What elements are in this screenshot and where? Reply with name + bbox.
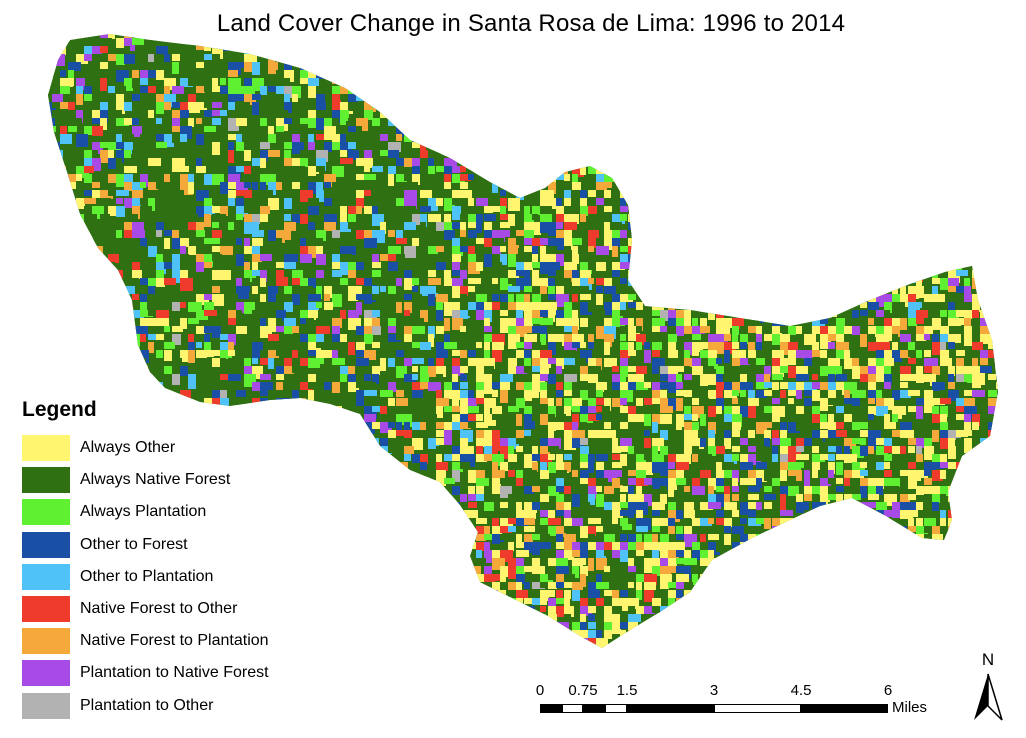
legend-label: Other to Plantation	[80, 567, 214, 585]
legend-item-other-to-plantation: Other to Plantation	[22, 561, 322, 593]
legend-item-native-forest-to-plantation: Native Forest to Plantation	[22, 625, 322, 657]
legend-item-always-other: Always Other	[22, 432, 322, 464]
legend-heading: Legend	[22, 398, 97, 421]
north-arrow: N	[966, 650, 1010, 725]
scale-segment	[714, 704, 801, 713]
scale-tick-label: 6	[883, 682, 893, 699]
legend-item-plantation-to-other: Plantation to Other	[22, 690, 322, 722]
legend-label: Other to Forest	[80, 535, 188, 553]
map-region-base	[48, 34, 998, 648]
legend-swatch	[22, 596, 70, 623]
scale-segment	[562, 704, 583, 713]
legend-swatch	[22, 531, 70, 558]
scale-segment	[801, 704, 888, 713]
scale-segment	[583, 704, 605, 713]
scale-tick-label: 1.5	[616, 682, 638, 699]
scale-units-label: Miles	[892, 699, 928, 716]
legend-label: Plantation to Other	[80, 696, 214, 714]
legend-label: Always Plantation	[80, 503, 207, 521]
legend-item-always-plantation: Always Plantation	[22, 496, 322, 528]
legend-swatch	[22, 692, 70, 719]
legend-label: Plantation to Native Forest	[80, 664, 269, 682]
north-arrow-icon	[974, 673, 1003, 721]
north-letter: N	[981, 650, 995, 669]
scale-bar: 0 0.75 1.5 3 4.5 6 Miles	[530, 682, 950, 722]
scale-tick-label: 3	[709, 682, 719, 699]
legend-swatch	[22, 628, 70, 655]
legend-swatch	[22, 467, 70, 494]
scale-segment	[540, 704, 562, 713]
scale-segment	[627, 704, 714, 713]
legend-label: Native Forest to Other	[80, 600, 238, 618]
legend-item-other-to-forest: Other to Forest	[22, 529, 322, 561]
legend-item-native-forest-to-other: Native Forest to Other	[22, 593, 322, 625]
legend-label: Always Other	[80, 439, 176, 457]
legend: Legend Always Other Always Native Forest…	[22, 398, 322, 722]
legend-label: Native Forest to Plantation	[80, 632, 269, 650]
legend-item-always-native-forest: Always Native Forest	[22, 464, 322, 496]
legend-swatch	[22, 435, 70, 462]
legend-label: Always Native Forest	[80, 471, 231, 489]
legend-swatch	[22, 499, 70, 526]
legend-swatch	[22, 563, 70, 590]
scale-segment	[605, 704, 627, 713]
scale-tick-label: 0	[535, 682, 545, 699]
scale-tick-label: 4.5	[790, 682, 812, 699]
legend-item-plantation-to-native-forest: Plantation to Native Forest	[22, 657, 322, 689]
map-title: Land Cover Change in Santa Rosa de Lima:…	[216, 10, 846, 37]
scale-tick-label: 0.75	[568, 682, 598, 699]
map-region-fill	[48, 34, 998, 648]
legend-swatch	[22, 660, 70, 687]
